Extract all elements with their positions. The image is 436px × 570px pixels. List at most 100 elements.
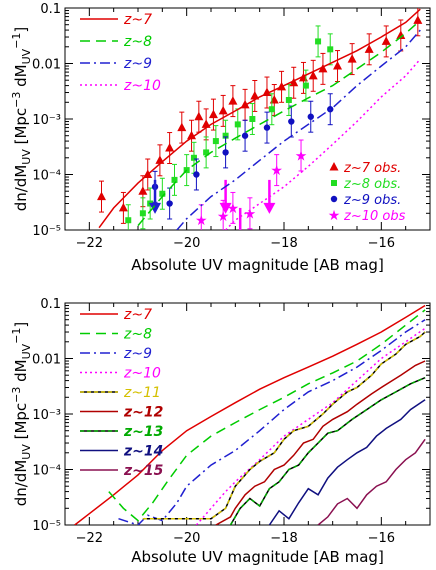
data-point <box>208 109 218 119</box>
series-line <box>225 58 421 230</box>
series-line <box>176 29 421 230</box>
data-point <box>285 96 292 103</box>
y-tick-label: 0.1 <box>40 297 61 312</box>
data-point: ★ <box>244 206 257 222</box>
y-axis-label-part: [Mpc <box>12 403 30 444</box>
y-tick-label: 10⁻³ <box>32 113 61 128</box>
data-point: ★ <box>195 213 208 229</box>
data-point <box>218 105 228 115</box>
data-point <box>318 63 328 73</box>
x-tick-label: −22 <box>76 236 103 251</box>
legend-label: z~12 <box>123 405 163 421</box>
legend-label: z~7 <box>123 307 152 323</box>
obs-legend-label: z~7 obs. <box>343 161 401 176</box>
y-axis-label-part: −1 <box>10 33 23 49</box>
series-line <box>108 309 426 522</box>
data-point <box>413 15 423 24</box>
legend-label: z~9 <box>123 56 152 72</box>
data-point <box>308 70 318 80</box>
y-axis-label-part: UV <box>20 149 33 165</box>
data-point <box>241 132 249 139</box>
legend-label: z~13 <box>123 424 163 440</box>
x-axis-label: Absolute UV magnitude [AB mag] <box>131 548 384 566</box>
data-point <box>97 191 106 201</box>
legend-label: z~14 <box>123 444 163 460</box>
data-point <box>125 217 132 224</box>
data-point <box>347 54 357 63</box>
plot-area: ★ ★ ★ ★ ★ ★ <box>97 8 423 230</box>
y-axis-label-part: dn/dM <box>12 165 30 212</box>
data-point <box>327 46 334 53</box>
upper-limit-arrowhead <box>219 202 232 214</box>
series-line <box>229 377 426 525</box>
y-axis-label: dn/dMUV [Mpc−3 dMUV−1] <box>10 322 33 507</box>
y-axis-label-part: −1 <box>10 328 23 344</box>
data-point <box>222 132 229 139</box>
data-point <box>228 96 238 105</box>
series-line <box>137 19 421 227</box>
series-line <box>98 8 421 229</box>
data-point <box>396 30 406 39</box>
x-axis-label: Absolute UV magnitude [AB mag] <box>131 256 384 274</box>
chart-panel-1: −22 −20 −18 −16 10⁻⁵ 10⁻⁴ 10⁻³ 0.01 0.1 Absolute … <box>10 2 431 274</box>
data-point <box>139 210 146 217</box>
y-tick-label: 0.01 <box>32 58 61 73</box>
data-point <box>155 155 165 164</box>
legend-label: z~15 <box>123 463 164 479</box>
legend-label: z~9 <box>123 346 152 362</box>
obs-legend: z~7 obs.z~8 obs.z~9 obs.★ z~10 obs <box>328 161 406 224</box>
data-point <box>166 200 173 207</box>
x-tick-label: −20 <box>173 531 200 546</box>
data-point <box>333 61 343 70</box>
x-tick-label: −18 <box>270 236 297 251</box>
series-line <box>118 319 426 525</box>
obs-legend-marker <box>331 180 337 186</box>
data-point <box>165 143 175 152</box>
obs-series-4: ★ ★★ ★★★ <box>195 139 308 230</box>
series-line <box>215 360 426 525</box>
y-tick-label: 10⁻⁵ <box>32 519 61 534</box>
upper-limit-arrowhead <box>149 202 162 214</box>
legend-label: z~7 <box>123 12 152 28</box>
series-line-underlay <box>142 331 426 520</box>
y-tick-label: 10⁻⁵ <box>32 224 61 239</box>
data-point: ★ <box>270 163 283 179</box>
obs-legend-label: z~10 obs <box>343 209 406 224</box>
obs-legend-marker: ★ <box>328 208 341 224</box>
obs-legend-marker <box>329 162 339 171</box>
legend: z~7 z~8 z~9 z~10 <box>80 12 161 94</box>
y-tick-label: 10⁻⁴ <box>32 464 61 479</box>
y-axis-label: dn/dMUV [Mpc−3 dMUV−1] <box>10 27 33 212</box>
data-point <box>177 122 187 132</box>
data-point <box>268 106 275 113</box>
series-line <box>74 304 426 525</box>
y-axis-label-part: ] <box>12 27 30 33</box>
data-point: ★ <box>295 148 308 164</box>
y-tick-label: 10⁻⁴ <box>32 169 61 184</box>
data-point <box>289 77 299 87</box>
y-axis-label-part: dn/dM <box>12 460 30 507</box>
data-point <box>222 149 229 156</box>
data-point <box>201 119 211 128</box>
y-axis-label-part: −3 <box>10 92 23 108</box>
data-point: ★ <box>217 209 230 225</box>
legend-label: z~10 <box>123 366 161 382</box>
data-point <box>194 111 204 121</box>
data-point <box>250 90 260 100</box>
data-point <box>159 190 166 197</box>
y-axis-label-part: dM <box>12 64 30 91</box>
data-point <box>234 121 241 128</box>
series-line <box>142 331 426 520</box>
legend-label: z~10 <box>123 78 161 94</box>
data-point <box>263 124 271 131</box>
data-point <box>171 176 178 183</box>
data-point <box>315 38 322 45</box>
data-point <box>249 116 256 122</box>
data-point <box>203 149 210 156</box>
x-tick-label: −16 <box>368 531 395 546</box>
y-axis-label-part: UV <box>20 444 33 460</box>
y-axis-label-part: dM <box>12 359 30 386</box>
chart-panel-2: −22 −20 −18 −16 10⁻⁵ 10⁻⁴ 10⁻³ 0.01 0.1 Absolute … <box>10 297 431 566</box>
y-axis-label-part: −3 <box>10 387 23 403</box>
